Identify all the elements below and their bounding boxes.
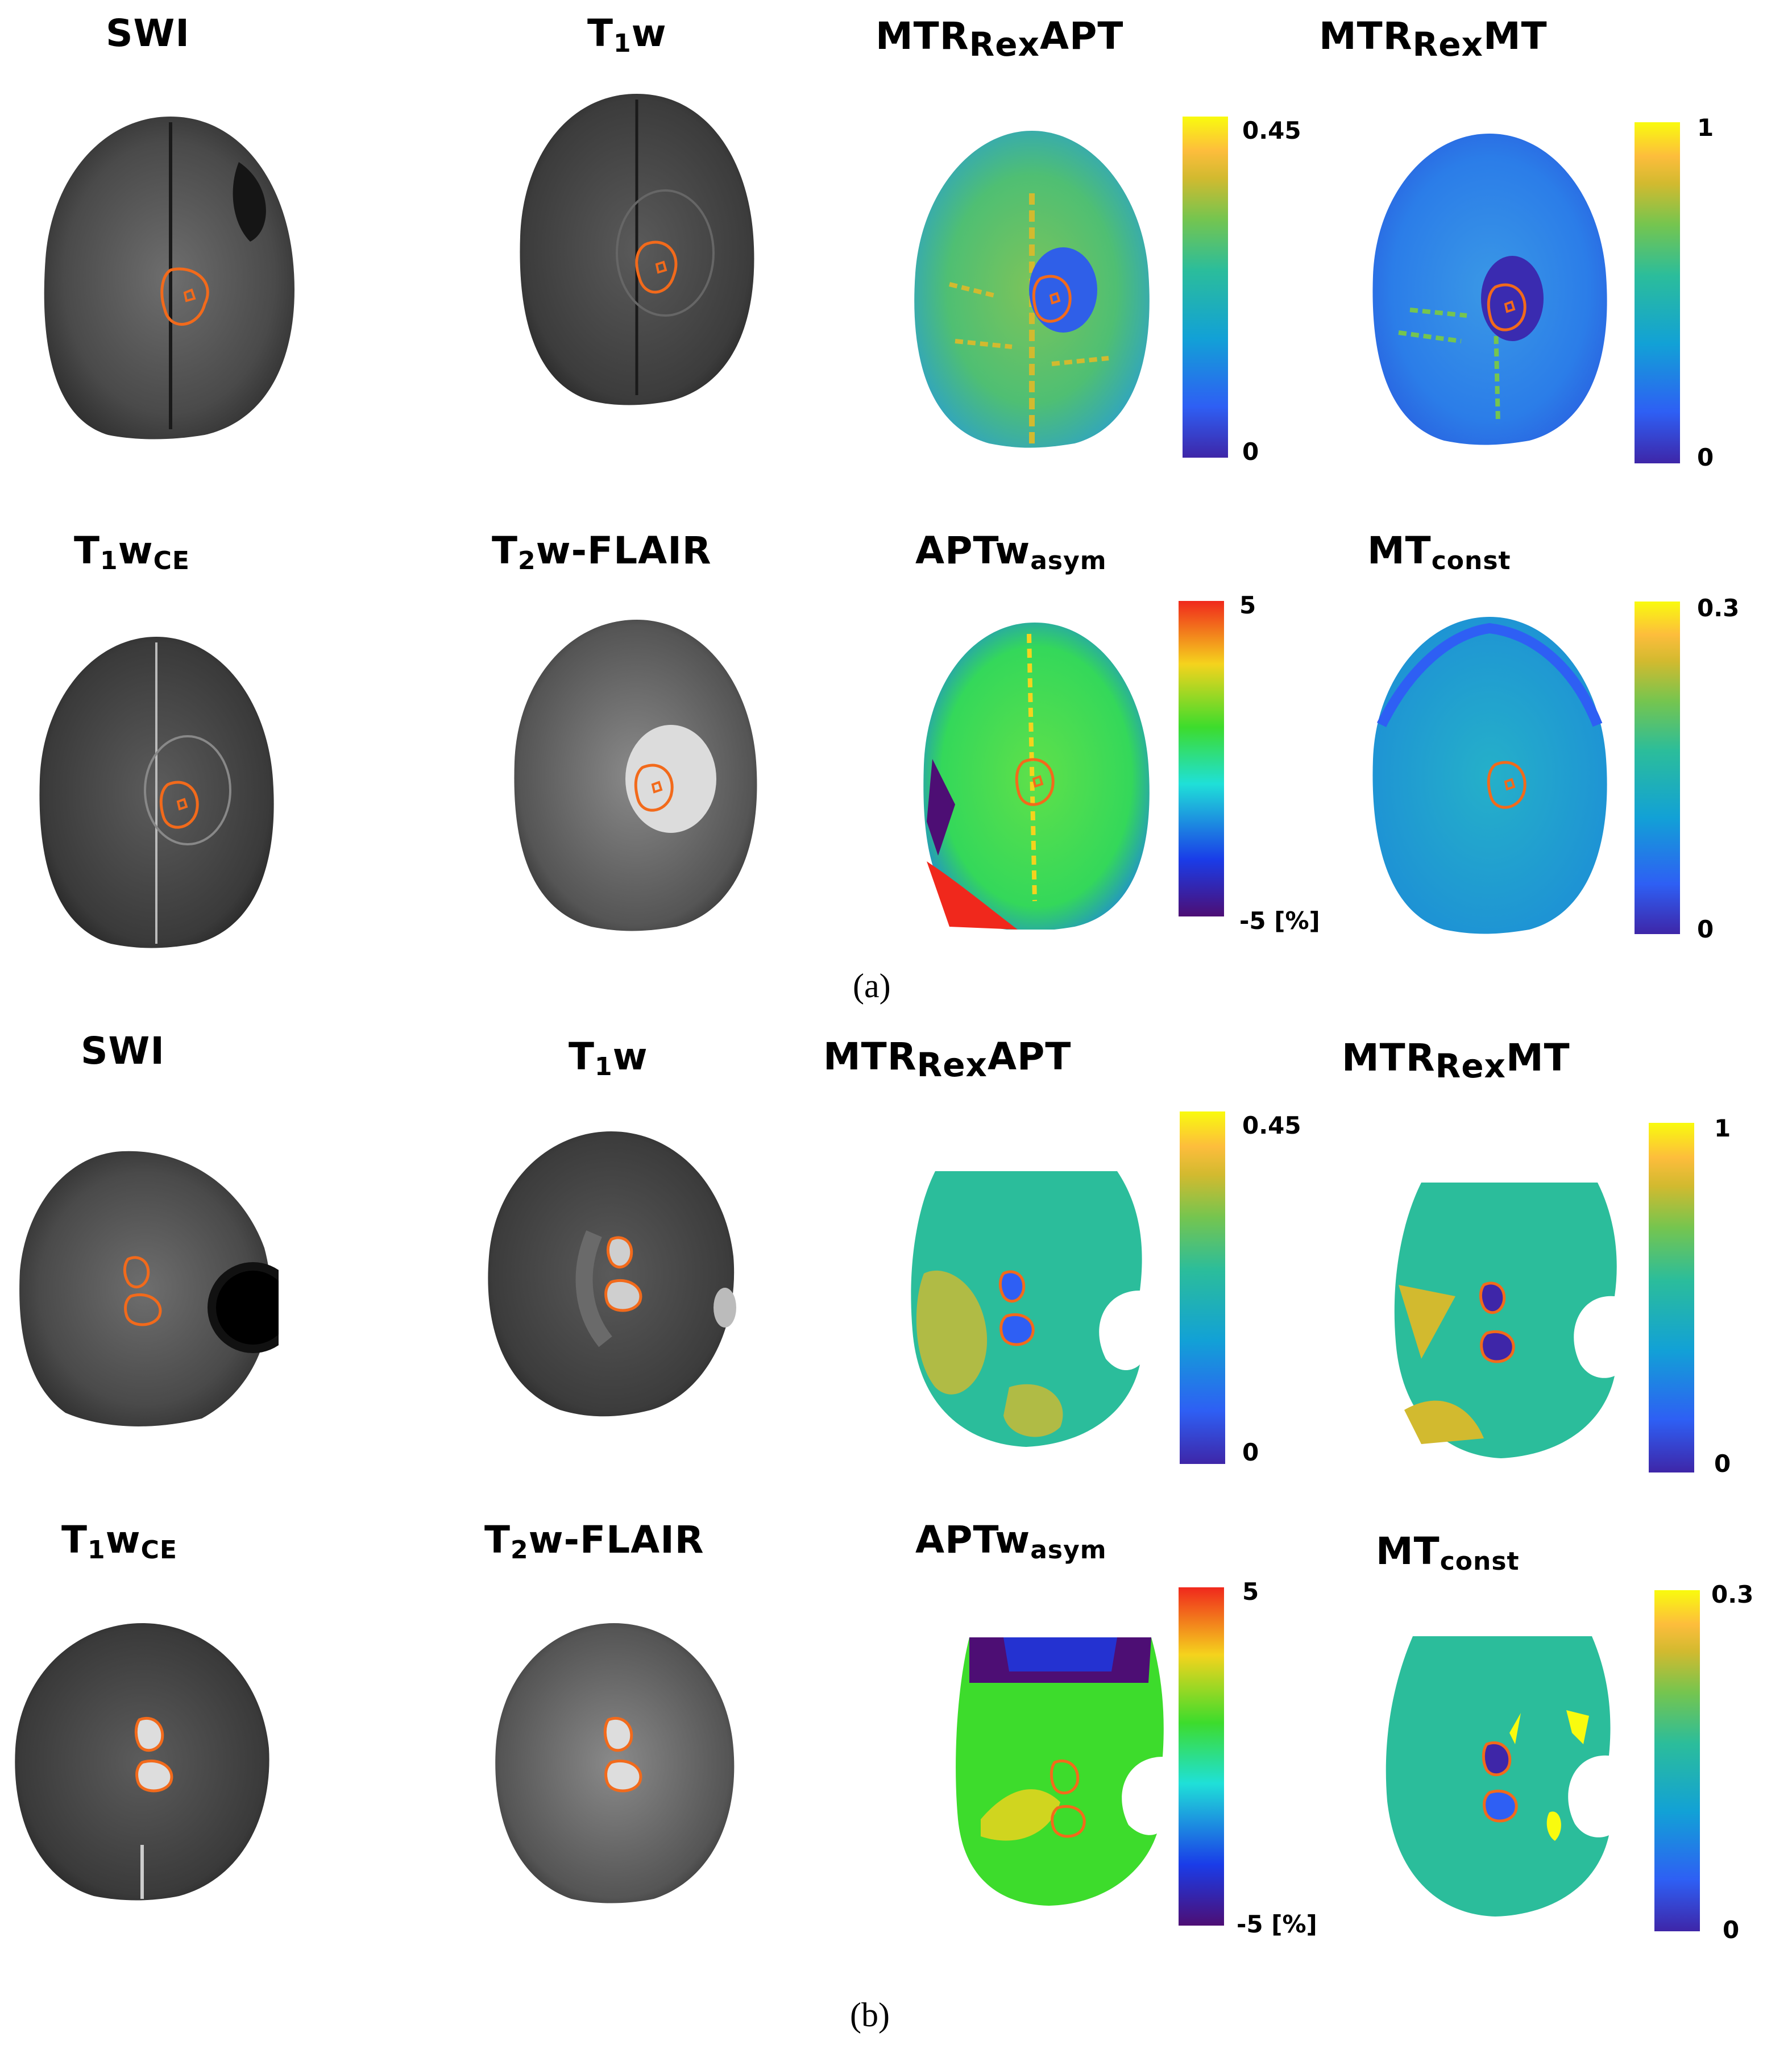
colorbar-min-mtr-apt-b: 0	[1242, 1438, 1259, 1466]
colorbar-mtr-apt-b	[1180, 1111, 1225, 1464]
label-mtconst-b2: MTconst	[1376, 1529, 1520, 1576]
mtr-apt-map-a	[914, 131, 1150, 448]
mtconst-map-a	[1372, 617, 1607, 934]
label-t1wce-b2: T1wCE	[61, 1518, 177, 1565]
colorbar-min-mtconst-a: 0	[1697, 915, 1714, 943]
colorbar-mtr-apt-a	[1183, 117, 1228, 458]
label-swi-b1: SWI	[81, 1029, 165, 1073]
mtr-apt-map-b	[911, 1171, 1142, 1447]
colorbar-max-mtconst-b: 0.3	[1711, 1581, 1754, 1608]
colorbar-mtr-mt-b	[1649, 1123, 1694, 1472]
label-t2flair-a2: T2w-FLAIR	[492, 529, 712, 575]
label-mtr-apt-a1: MTRRexAPT	[876, 14, 1124, 64]
swi-image-b	[19, 1151, 279, 1426]
label-mtr-mt-b1: MTRRexMT	[1342, 1036, 1570, 1085]
colorbar-max-mtconst-a: 0.3	[1697, 594, 1740, 622]
label-mtr-mt-a1: MTRRexMT	[1319, 14, 1548, 64]
colorbar-aptw-a	[1179, 601, 1224, 916]
colorbar-aptw-b	[1179, 1587, 1224, 1926]
swi-image-a	[44, 117, 294, 439]
colorbar-min-aptw-a: -5 [%]	[1239, 907, 1320, 935]
label-t2flair-b2: T2w-FLAIR	[484, 1518, 704, 1565]
colorbar-min-mtconst-b: 0	[1723, 1916, 1740, 1944]
label-t1wce-a2: T1wCE	[74, 529, 190, 575]
colorbar-max-aptw-b: 5	[1242, 1578, 1259, 1606]
colorbar-max-mtr-mt-a: 1	[1697, 114, 1714, 142]
label-mtr-apt-b1: MTRRexAPT	[823, 1035, 1072, 1084]
t1wce-image-a	[39, 637, 274, 948]
t2flair-image-a	[514, 620, 757, 931]
mtr-mt-map-b	[1394, 1183, 1617, 1458]
label-t1w-a1: T1w	[587, 11, 667, 58]
label-aptw-b2: APTwasym	[915, 1518, 1107, 1565]
t1wce-image-b	[15, 1623, 269, 1901]
label-t1w-b1: T1w	[569, 1035, 648, 1081]
colorbar-min-mtr-mt-b: 0	[1714, 1450, 1731, 1478]
t1w-image-b	[488, 1131, 736, 1417]
colorbar-max-mtr-apt-b: 0.45	[1242, 1111, 1301, 1139]
colorbar-min-mtr-mt-a: 0	[1697, 443, 1714, 471]
label-swi-a1: SWI	[106, 11, 190, 55]
colorbar-mtconst-a	[1635, 602, 1680, 934]
colorbar-max-mtr-apt-a: 0.45	[1242, 117, 1301, 144]
colorbar-max-aptw-a: 5	[1239, 591, 1256, 619]
colorbar-mtr-mt-a	[1635, 122, 1680, 463]
t2flair-image-b	[495, 1623, 735, 1903]
colorbar-mtconst-b	[1654, 1590, 1700, 1931]
mtconst-map-b	[1386, 1636, 1611, 1917]
aptw-map-a	[923, 623, 1150, 930]
colorbar-min-aptw-b: -5 [%]	[1237, 1910, 1317, 1938]
colorbar-min-mtr-apt-a: 0	[1242, 438, 1259, 466]
t1w-image-a	[520, 94, 754, 405]
caption-b: (b)	[850, 1996, 890, 2034]
colorbar-max-mtr-mt-b: 1	[1714, 1114, 1731, 1142]
caption-a: (a)	[853, 967, 891, 1005]
label-mtconst-a2: MTconst	[1367, 529, 1511, 575]
aptw-map-b	[956, 1637, 1164, 1906]
label-aptw-a2: APTwasym	[915, 529, 1107, 575]
mtr-mt-map-a	[1372, 134, 1607, 445]
